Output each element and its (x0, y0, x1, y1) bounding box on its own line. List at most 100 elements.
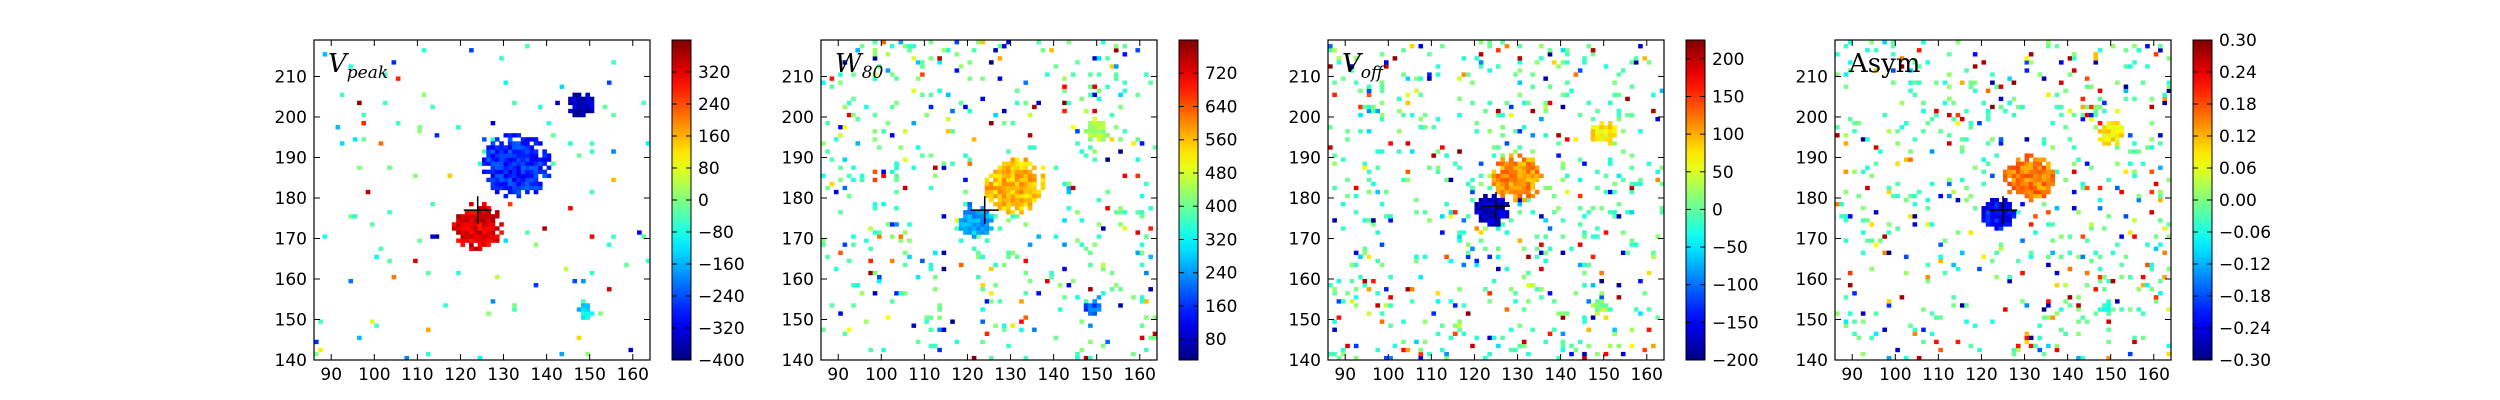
heatmap-cell (1096, 129, 1102, 134)
heatmap-cell (1994, 210, 1999, 215)
heatmap-cell (2106, 319, 2111, 324)
heatmap-cell (516, 185, 522, 191)
heatmap-cell (1998, 210, 2004, 215)
heatmap-cell (877, 274, 882, 280)
heatmap-cell (945, 48, 951, 53)
heatmap-cell (941, 48, 947, 53)
heatmap-cell (989, 193, 994, 199)
heatmap-cell (2020, 165, 2025, 170)
heatmap-cell (1994, 206, 1999, 211)
heatmap-cell (1835, 133, 1840, 138)
heatmap-cell (1513, 169, 1518, 174)
heatmap-cell (1001, 185, 1007, 191)
heatmap-cell (1470, 343, 1475, 349)
heatmap-cell (1152, 315, 1157, 320)
heatmap-cell (2050, 238, 2055, 243)
heatmap-cell (864, 319, 869, 324)
heatmap-cell (486, 153, 491, 158)
heatmap-cell (993, 189, 998, 195)
heatmap-cell (1010, 121, 1016, 126)
heatmap-cell (1543, 185, 1548, 191)
heatmap-cell (920, 153, 925, 158)
heatmap-cell (1616, 214, 1622, 219)
heatmap-cell (1925, 222, 1931, 227)
heatmap-cell (864, 238, 869, 243)
heatmap-cell (971, 218, 977, 223)
heatmap-cell (1006, 206, 1011, 211)
heatmap-cell (2046, 262, 2051, 268)
heatmap-cell (967, 226, 973, 231)
heatmap-cell (512, 157, 517, 162)
heatmap-cell (1353, 250, 1359, 255)
heatmap-cell (2097, 274, 2103, 280)
heatmap-cell (1886, 222, 1892, 227)
heatmap-cell (859, 173, 865, 179)
heatmap-cell (1139, 295, 1145, 300)
heatmap-cell (1088, 307, 1093, 312)
heatmap-cell (1496, 197, 1501, 203)
heatmap-cell (2054, 283, 2060, 288)
heatmap-cell (1990, 210, 1995, 215)
x-tick-label: 150 (1587, 365, 1619, 385)
heatmap-cell (2089, 84, 2094, 89)
heatmap-cell (2102, 133, 2107, 138)
heatmap-cell (967, 157, 973, 162)
heatmap-cell (1595, 234, 1600, 239)
heatmap-cell (1457, 76, 1462, 81)
heatmap-cell (1517, 323, 1523, 328)
heatmap-cell (538, 161, 543, 166)
heatmap-cell (1049, 274, 1054, 280)
heatmap-cell (572, 108, 578, 114)
heatmap-cell (512, 161, 517, 166)
heatmap-cell (1569, 351, 1574, 357)
heatmap-cell (2007, 189, 2012, 195)
heatmap-cell (980, 319, 985, 324)
heatmap-cell (1629, 343, 1635, 349)
heatmap-cell (1620, 68, 1626, 73)
heatmap-cell (1521, 197, 1527, 203)
heatmap-cell (1500, 40, 1505, 45)
heatmap-cell (1070, 125, 1076, 130)
heatmap-cell (1032, 177, 1037, 183)
heatmap-cell (1526, 189, 1531, 195)
heatmap-cell (980, 214, 985, 219)
heatmap-cell (976, 218, 981, 223)
heatmap-cell (1470, 189, 1475, 195)
heatmap-cell (520, 141, 526, 146)
heatmap-cell (2050, 169, 2055, 174)
heatmap-cell (2007, 181, 2012, 187)
heatmap-cell (1517, 80, 1523, 85)
heatmap-cell (1659, 206, 1664, 211)
heatmap-cell (361, 121, 366, 126)
heatmap-cell (954, 52, 960, 57)
heatmap-cell (894, 177, 899, 183)
heatmap-cell (1401, 72, 1406, 77)
heatmap-cell (1504, 189, 1510, 195)
heatmap-cell (1595, 185, 1600, 191)
heatmap-cell (1409, 299, 1415, 304)
heatmap-cell (581, 104, 586, 110)
heatmap-cell (1027, 193, 1033, 199)
heatmap-cell (941, 161, 947, 166)
heatmap-cell (2007, 278, 2012, 284)
heatmap-cell (516, 181, 522, 187)
heatmap-cell (2037, 165, 2043, 170)
heatmap-cell (1444, 351, 1449, 357)
heatmap-cell (2115, 299, 2120, 304)
heatmap-cell (1500, 193, 1505, 199)
heatmap-cell (1491, 173, 1497, 179)
heatmap-cell (1869, 238, 1875, 243)
heatmap-cell (1487, 222, 1492, 227)
heatmap-cell (1547, 48, 1553, 53)
heatmap-cell (482, 149, 487, 154)
heatmap-cell (1418, 125, 1424, 130)
heatmap-cell (1873, 210, 1879, 215)
heatmap-cell (1534, 169, 1540, 174)
heatmap-cell (2158, 133, 2163, 138)
heatmap-cell (2028, 185, 2034, 191)
heatmap-cell (1483, 206, 1488, 211)
heatmap-cell (1994, 250, 1999, 255)
heatmap-cell (1590, 137, 1596, 142)
heatmap-cell (1092, 116, 1097, 122)
heatmap-cell (1543, 76, 1548, 81)
